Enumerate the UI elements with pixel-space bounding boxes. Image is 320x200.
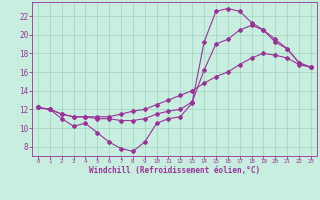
X-axis label: Windchill (Refroidissement éolien,°C): Windchill (Refroidissement éolien,°C) <box>89 166 260 175</box>
